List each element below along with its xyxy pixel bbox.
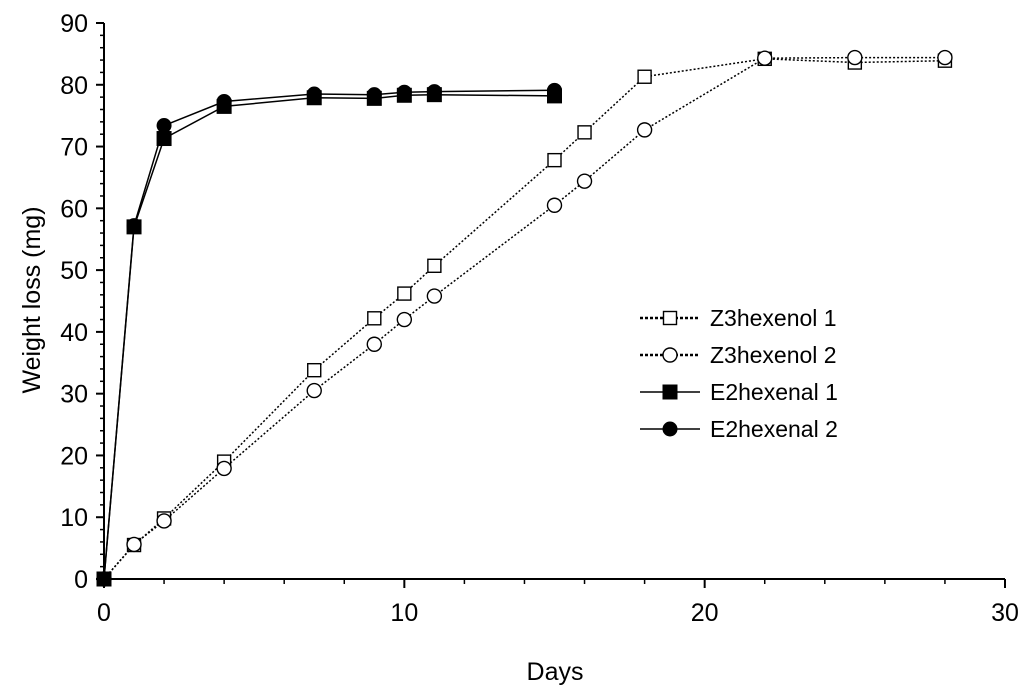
data-point [426, 84, 442, 100]
x-axis-label: Days [527, 658, 584, 686]
data-point [547, 82, 562, 98]
x-tick-label: 0 [97, 599, 111, 627]
data-point [216, 93, 232, 109]
data-point [577, 125, 592, 140]
data-point [126, 218, 142, 234]
y-tick-label: 50 [60, 257, 88, 285]
data-point [96, 571, 112, 587]
legend-marker [662, 421, 678, 437]
legend: Z3hexenol 1 Z3hexenol 2 E2hexenal 1 E2hexen… [640, 305, 838, 442]
y-axis-label: Weight loss (mg) [18, 206, 46, 393]
data-point [126, 536, 142, 553]
series-2 [96, 49, 953, 587]
y-tick-label: 20 [60, 442, 88, 470]
x-tick-label: 20 [691, 599, 719, 627]
series-line [103, 89, 555, 580]
series-4 [96, 82, 562, 587]
data-point [937, 49, 953, 66]
data-point [637, 69, 652, 84]
data-point [156, 118, 172, 134]
data-point [757, 50, 773, 66]
series-3 [96, 87, 562, 587]
data-point [156, 513, 172, 529]
legend-label: Z3hexenol 2 [710, 342, 837, 368]
data-point [306, 382, 322, 399]
legend-entry: Z3hexenol 1 [640, 305, 837, 331]
data-point [547, 152, 562, 168]
y-tick-label: 70 [60, 134, 88, 162]
data-point [216, 460, 232, 477]
y-tick-label: 80 [60, 72, 88, 100]
legend-label: Z3hexenol 1 [710, 305, 837, 331]
series-layer [96, 49, 953, 587]
data-point [307, 362, 322, 378]
legend-entry: E2hexenal 1 [640, 379, 838, 405]
y-tick-label: 10 [60, 504, 88, 532]
data-point [366, 87, 382, 103]
series-line [103, 93, 555, 580]
legend-entry: E2hexenal 2 [640, 416, 838, 442]
data-point [426, 288, 443, 304]
legend-label: E2hexenal 1 [710, 379, 838, 405]
legend-label: E2hexenal 2 [710, 416, 838, 442]
axes: 0 10 20 30 40 50 60 70 80 90 0 10 20 30 [60, 10, 1019, 627]
legend-marker [662, 310, 678, 326]
x-tick-label: 30 [991, 599, 1019, 627]
y-tick-label: 60 [60, 195, 88, 223]
data-point [306, 86, 322, 102]
series-line [103, 56, 945, 580]
y-tick-label: 40 [60, 319, 88, 347]
data-point [636, 122, 653, 138]
data-point [396, 84, 412, 100]
data-point [397, 286, 412, 301]
data-point [366, 336, 382, 352]
y-tick-label: 30 [60, 381, 88, 409]
legend-marker [662, 384, 678, 400]
data-point [847, 49, 863, 66]
data-point [367, 311, 382, 326]
legend-marker [662, 347, 678, 363]
legend-entry: Z3hexenol 2 [640, 342, 837, 368]
x-tick-label: 10 [390, 599, 418, 627]
data-point [576, 173, 593, 189]
y-tick-label: 90 [60, 10, 88, 38]
data-point [546, 197, 563, 213]
data-point [396, 311, 413, 328]
y-tick-label: 0 [74, 566, 88, 594]
data-point [427, 258, 442, 273]
